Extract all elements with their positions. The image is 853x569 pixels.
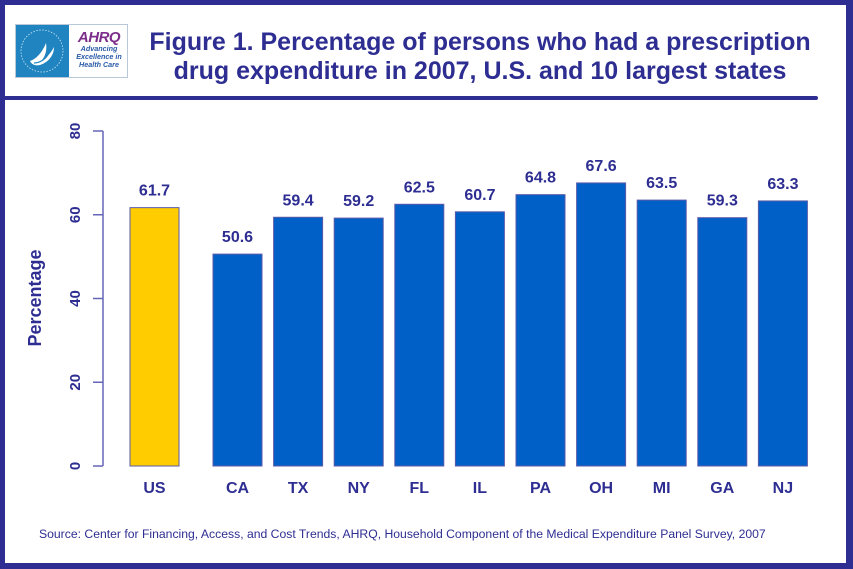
y-tick-label: 40 <box>67 290 84 307</box>
bar-us <box>129 207 180 467</box>
x-tick-label-fl: FL <box>410 480 430 497</box>
x-tick-label-nj: NJ <box>773 480 793 497</box>
source-note: Source: Center for Financing, Access, an… <box>39 527 766 541</box>
bar-ny <box>333 217 384 467</box>
bar-oh <box>576 182 627 467</box>
data-label-oh: 67.6 <box>586 158 617 175</box>
bar-il <box>454 211 505 467</box>
data-label-ca: 50.6 <box>222 229 253 246</box>
bars: 61.7 50.6 59.4 59.2 62.5 60.7 64.8 67.6 63.5 59.3… <box>129 158 808 467</box>
x-tick-label-oh: OH <box>589 480 613 497</box>
hhs-eagle-icon <box>16 25 69 77</box>
x-tick-label-pa: PA <box>530 480 551 497</box>
title-divider <box>5 96 818 100</box>
figure-title-line-1: Figure 1. Percentage of persons who had … <box>149 28 811 56</box>
data-label-tx: 59.4 <box>283 192 314 209</box>
ahrq-tagline-3: Health Care <box>79 60 119 69</box>
data-label-mi: 63.5 <box>646 175 677 192</box>
bar-ga <box>697 217 748 467</box>
x-tick-label-il: IL <box>473 480 487 497</box>
x-tick-label-us: US <box>143 480 166 497</box>
data-label-il: 60.7 <box>464 187 495 204</box>
x-tick-label-mi: MI <box>653 480 671 497</box>
data-label-ga: 59.3 <box>707 193 738 210</box>
bar-nj <box>757 200 808 467</box>
ahrq-brand: AHRQ <box>77 29 121 46</box>
data-label-pa: 64.8 <box>525 170 556 187</box>
data-label-fl: 62.5 <box>404 179 435 196</box>
y-axis: 0 20 40 60 80 <box>67 123 104 470</box>
y-tick-label: 20 <box>67 374 84 391</box>
ahrq-wordmark: AHRQ Advancing Excellence in Health Care <box>71 27 127 77</box>
ahrq-tagline-1: Advancing <box>80 44 118 53</box>
x-axis-labels: US CA TX NY FL IL PA OH MI GA NJ <box>143 480 793 497</box>
y-tick-label: 80 <box>67 123 84 140</box>
figure-title: Figure 1. Percentage of persons who had … <box>135 28 825 86</box>
figure-title-line-2: drug expenditure in 2007, U.S. and 10 la… <box>173 57 787 85</box>
x-tick-label-ny: NY <box>348 480 371 497</box>
x-tick-label-tx: TX <box>288 480 309 497</box>
bar-ca <box>212 253 263 467</box>
ahrq-logo: AHRQ Advancing Excellence in Health Care <box>15 24 128 78</box>
data-label-nj: 63.3 <box>767 176 798 193</box>
data-label-ny: 59.2 <box>343 193 374 210</box>
data-label-us: 61.7 <box>139 183 170 200</box>
bar-fl <box>394 203 445 467</box>
x-tick-label-ga: GA <box>710 480 734 497</box>
bar-pa <box>515 194 566 467</box>
y-tick-label: 0 <box>67 462 84 470</box>
bar-tx <box>273 216 324 467</box>
y-axis-title: Percentage <box>25 249 45 346</box>
bar-mi <box>636 199 687 467</box>
ahrq-tagline-2: Excellence in <box>76 52 122 61</box>
x-tick-label-ca: CA <box>226 480 250 497</box>
y-tick-label: 60 <box>67 206 84 223</box>
